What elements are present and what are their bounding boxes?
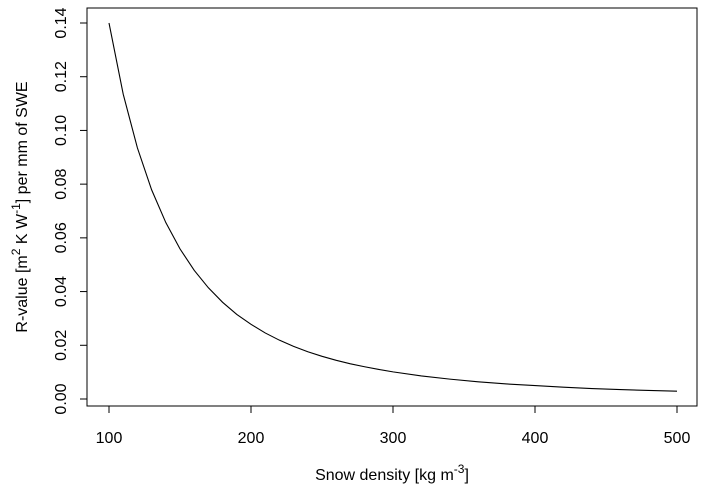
y-tick-label: 0.14 bbox=[53, 7, 70, 38]
x-tick-label: 200 bbox=[238, 430, 265, 447]
y-tick-label: 0.02 bbox=[53, 330, 70, 361]
y-tick-label: 0.04 bbox=[53, 276, 70, 307]
y-axis: 0.00 0.02 0.04 0.06 0.08 0.10 0.12 0.14 bbox=[53, 7, 88, 415]
y-tick-label: 0.06 bbox=[53, 222, 70, 253]
y-tick-label: 0.12 bbox=[53, 61, 70, 92]
x-axis-title: Snow density [kg m-3] bbox=[315, 462, 469, 484]
x-tick-label: 100 bbox=[96, 430, 123, 447]
x-tick-label: 300 bbox=[380, 430, 407, 447]
x-tick-label: 500 bbox=[664, 430, 691, 447]
y-tick-label: 0.08 bbox=[53, 168, 70, 199]
y-axis-title: R-value [m2 K W-1] per mm of SWE bbox=[9, 81, 31, 332]
y-tick-label: 0.00 bbox=[53, 383, 70, 414]
y-tick-label: 0.10 bbox=[53, 115, 70, 146]
series-line bbox=[108, 22, 678, 392]
plot-frame bbox=[86, 7, 698, 407]
x-tick-label: 400 bbox=[522, 430, 549, 447]
x-axis: 100 200 300 400 500 bbox=[96, 405, 691, 447]
